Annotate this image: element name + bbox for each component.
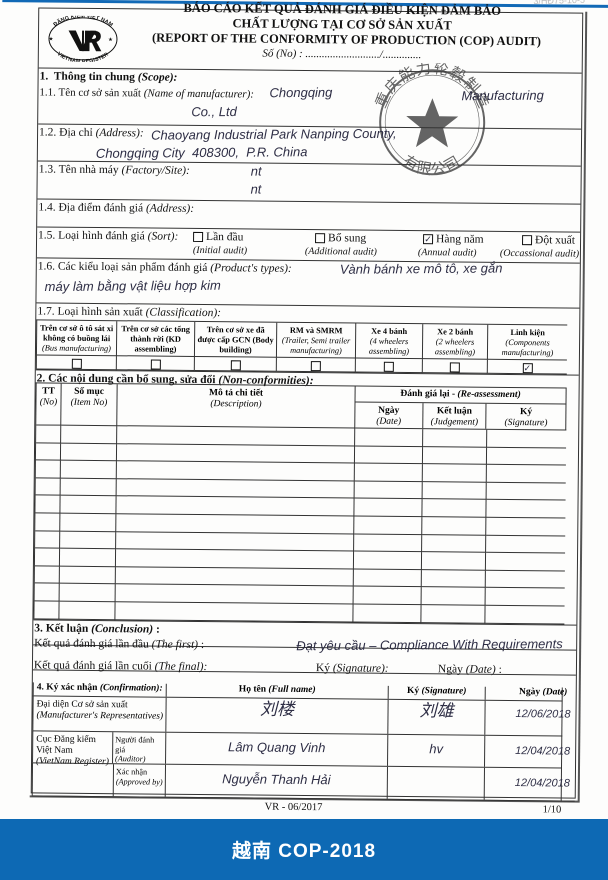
svg-text:★: ★	[48, 36, 53, 43]
svg-text:VIETNAM REGISTER: VIETNAM REGISTER	[56, 51, 110, 62]
svg-text:★: ★	[108, 36, 113, 43]
svg-text:ĐĂNG KIỂM VIỆT NAM: ĐĂNG KIỂM VIỆT NAM	[53, 15, 115, 28]
